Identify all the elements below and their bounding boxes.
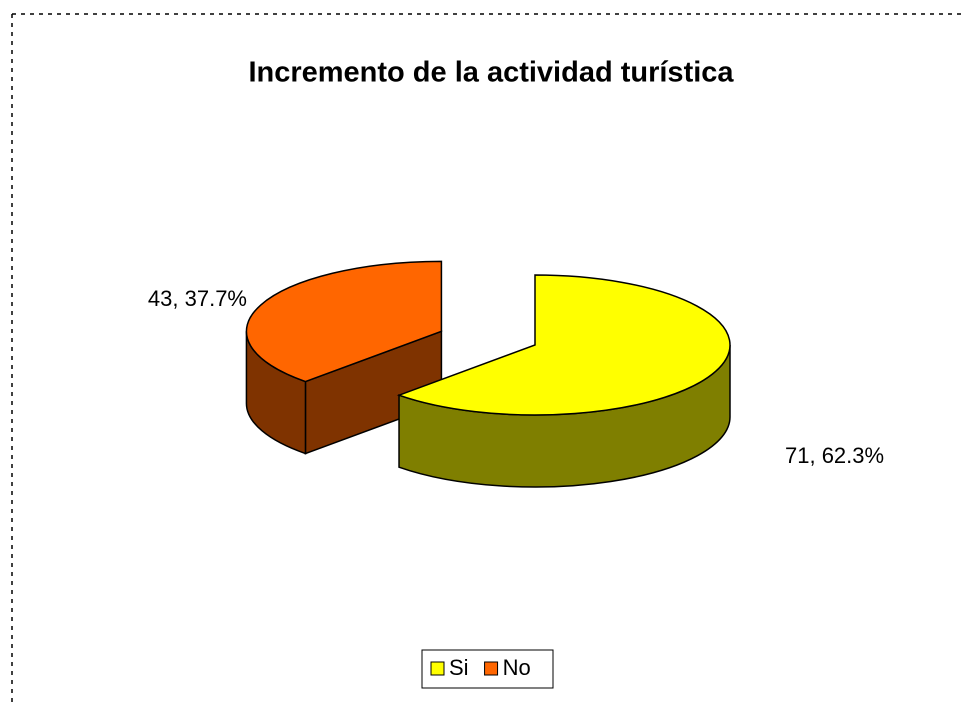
data-label: 71, 62.3% (785, 443, 884, 468)
data-label: 43, 37.7% (148, 286, 247, 311)
slice-top (245, 260, 443, 383)
legend-swatch (484, 661, 499, 676)
frame (11, 13, 962, 706)
legend-swatch (430, 661, 445, 676)
chart-title: Incremento de la actividad turística (248, 57, 734, 89)
legend-label: Si (449, 655, 469, 680)
legend-label: No (503, 655, 531, 680)
slice-top (396, 274, 731, 416)
